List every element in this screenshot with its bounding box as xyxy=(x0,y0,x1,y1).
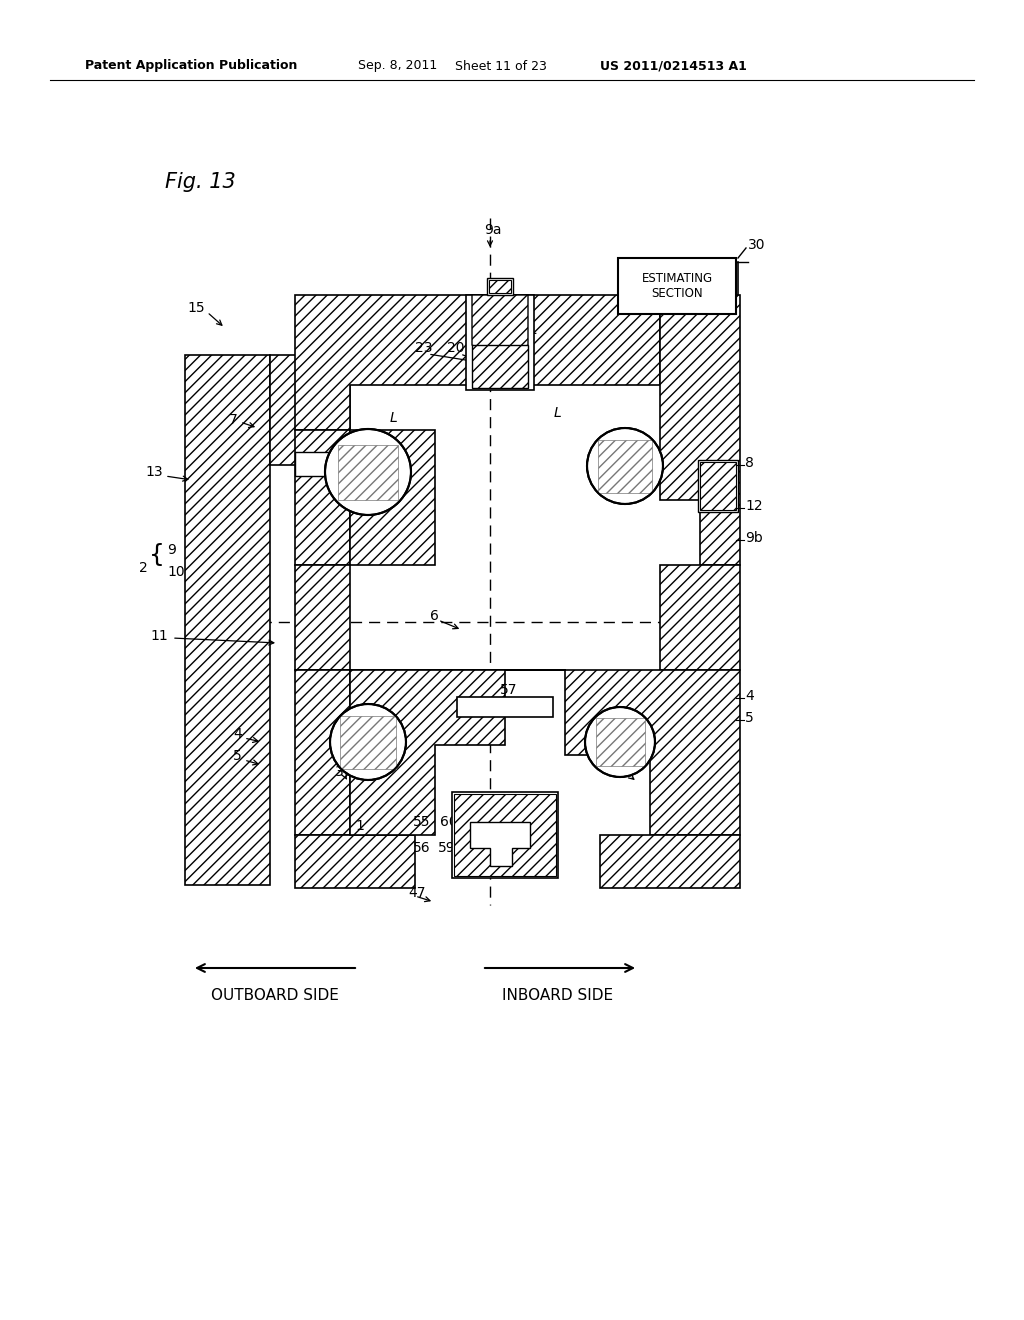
Polygon shape xyxy=(466,294,534,389)
Polygon shape xyxy=(295,671,350,836)
Text: ESTIMATING
SECTION: ESTIMATING SECTION xyxy=(641,272,713,300)
Text: 2: 2 xyxy=(139,561,148,576)
Text: 14: 14 xyxy=(476,857,494,871)
Text: Fig. 13: Fig. 13 xyxy=(165,172,236,191)
Text: US 2011/0214513 A1: US 2011/0214513 A1 xyxy=(600,59,746,73)
Text: 4: 4 xyxy=(233,727,242,741)
Text: Patent Application Publication: Patent Application Publication xyxy=(85,59,297,73)
Text: 56: 56 xyxy=(413,841,431,855)
Polygon shape xyxy=(295,451,345,477)
Text: 9a: 9a xyxy=(484,223,502,238)
Text: 3: 3 xyxy=(626,766,635,779)
Polygon shape xyxy=(295,430,350,565)
Polygon shape xyxy=(457,697,553,717)
Text: 20: 20 xyxy=(447,341,465,355)
Text: 4: 4 xyxy=(745,689,754,704)
Polygon shape xyxy=(660,294,740,565)
Text: 13: 13 xyxy=(145,465,163,479)
Text: 30: 30 xyxy=(748,238,766,252)
Polygon shape xyxy=(454,795,556,876)
Polygon shape xyxy=(660,565,740,671)
Text: L: L xyxy=(554,407,562,420)
Circle shape xyxy=(585,708,655,777)
Text: 3: 3 xyxy=(335,766,344,779)
Text: 12: 12 xyxy=(745,499,763,513)
Polygon shape xyxy=(270,355,350,465)
Bar xyxy=(618,257,736,314)
Polygon shape xyxy=(600,836,740,888)
Text: INBOARD SIDE: INBOARD SIDE xyxy=(503,987,613,1002)
Polygon shape xyxy=(295,671,740,836)
Text: 8: 8 xyxy=(745,455,754,470)
Text: 9b: 9b xyxy=(745,531,763,545)
Text: OUTBOARD SIDE: OUTBOARD SIDE xyxy=(211,987,339,1002)
Text: 9: 9 xyxy=(167,543,176,557)
Polygon shape xyxy=(350,430,435,565)
Text: 47: 47 xyxy=(408,886,426,900)
Polygon shape xyxy=(470,822,530,866)
Polygon shape xyxy=(598,440,652,492)
Text: 11: 11 xyxy=(151,630,168,643)
Text: 21: 21 xyxy=(520,323,538,337)
Polygon shape xyxy=(452,792,558,878)
Text: 60: 60 xyxy=(440,814,458,829)
Text: 23: 23 xyxy=(415,341,432,355)
Text: 7: 7 xyxy=(229,413,238,426)
Polygon shape xyxy=(698,459,738,512)
Text: 10: 10 xyxy=(167,565,184,579)
Polygon shape xyxy=(295,565,350,671)
Text: 6: 6 xyxy=(430,609,439,623)
Text: 5: 5 xyxy=(233,748,242,763)
Polygon shape xyxy=(338,445,398,500)
Text: 15: 15 xyxy=(187,301,205,315)
Polygon shape xyxy=(472,345,528,388)
Polygon shape xyxy=(350,671,505,836)
Polygon shape xyxy=(295,294,660,430)
Circle shape xyxy=(587,428,663,504)
Text: 5: 5 xyxy=(745,711,754,725)
Text: L: L xyxy=(390,411,397,425)
Text: {: { xyxy=(150,543,165,568)
Polygon shape xyxy=(340,715,396,770)
Text: 1: 1 xyxy=(355,818,364,833)
Text: Sep. 8, 2011: Sep. 8, 2011 xyxy=(358,59,437,73)
Polygon shape xyxy=(487,279,513,294)
Text: 55: 55 xyxy=(413,814,430,829)
Polygon shape xyxy=(596,718,645,766)
Polygon shape xyxy=(472,294,528,358)
Text: 57: 57 xyxy=(500,682,517,697)
Text: 59: 59 xyxy=(438,841,456,855)
Text: Sheet 11 of 23: Sheet 11 of 23 xyxy=(455,59,547,73)
Polygon shape xyxy=(489,280,511,293)
Polygon shape xyxy=(295,836,415,888)
Text: 1a: 1a xyxy=(520,841,538,855)
Circle shape xyxy=(325,429,411,515)
Circle shape xyxy=(330,704,406,780)
Polygon shape xyxy=(700,462,736,510)
Polygon shape xyxy=(185,355,270,884)
